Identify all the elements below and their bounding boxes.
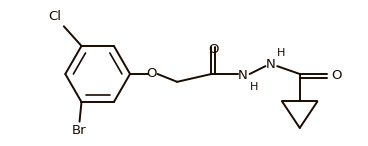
Text: O: O <box>208 43 219 56</box>
Text: H: H <box>277 48 286 58</box>
Text: N: N <box>265 58 275 71</box>
Text: Cl: Cl <box>48 10 61 23</box>
Text: H: H <box>250 82 258 92</box>
Text: O: O <box>331 69 342 82</box>
Text: N: N <box>238 69 248 82</box>
Text: O: O <box>146 67 157 80</box>
Text: Br: Br <box>72 124 87 137</box>
